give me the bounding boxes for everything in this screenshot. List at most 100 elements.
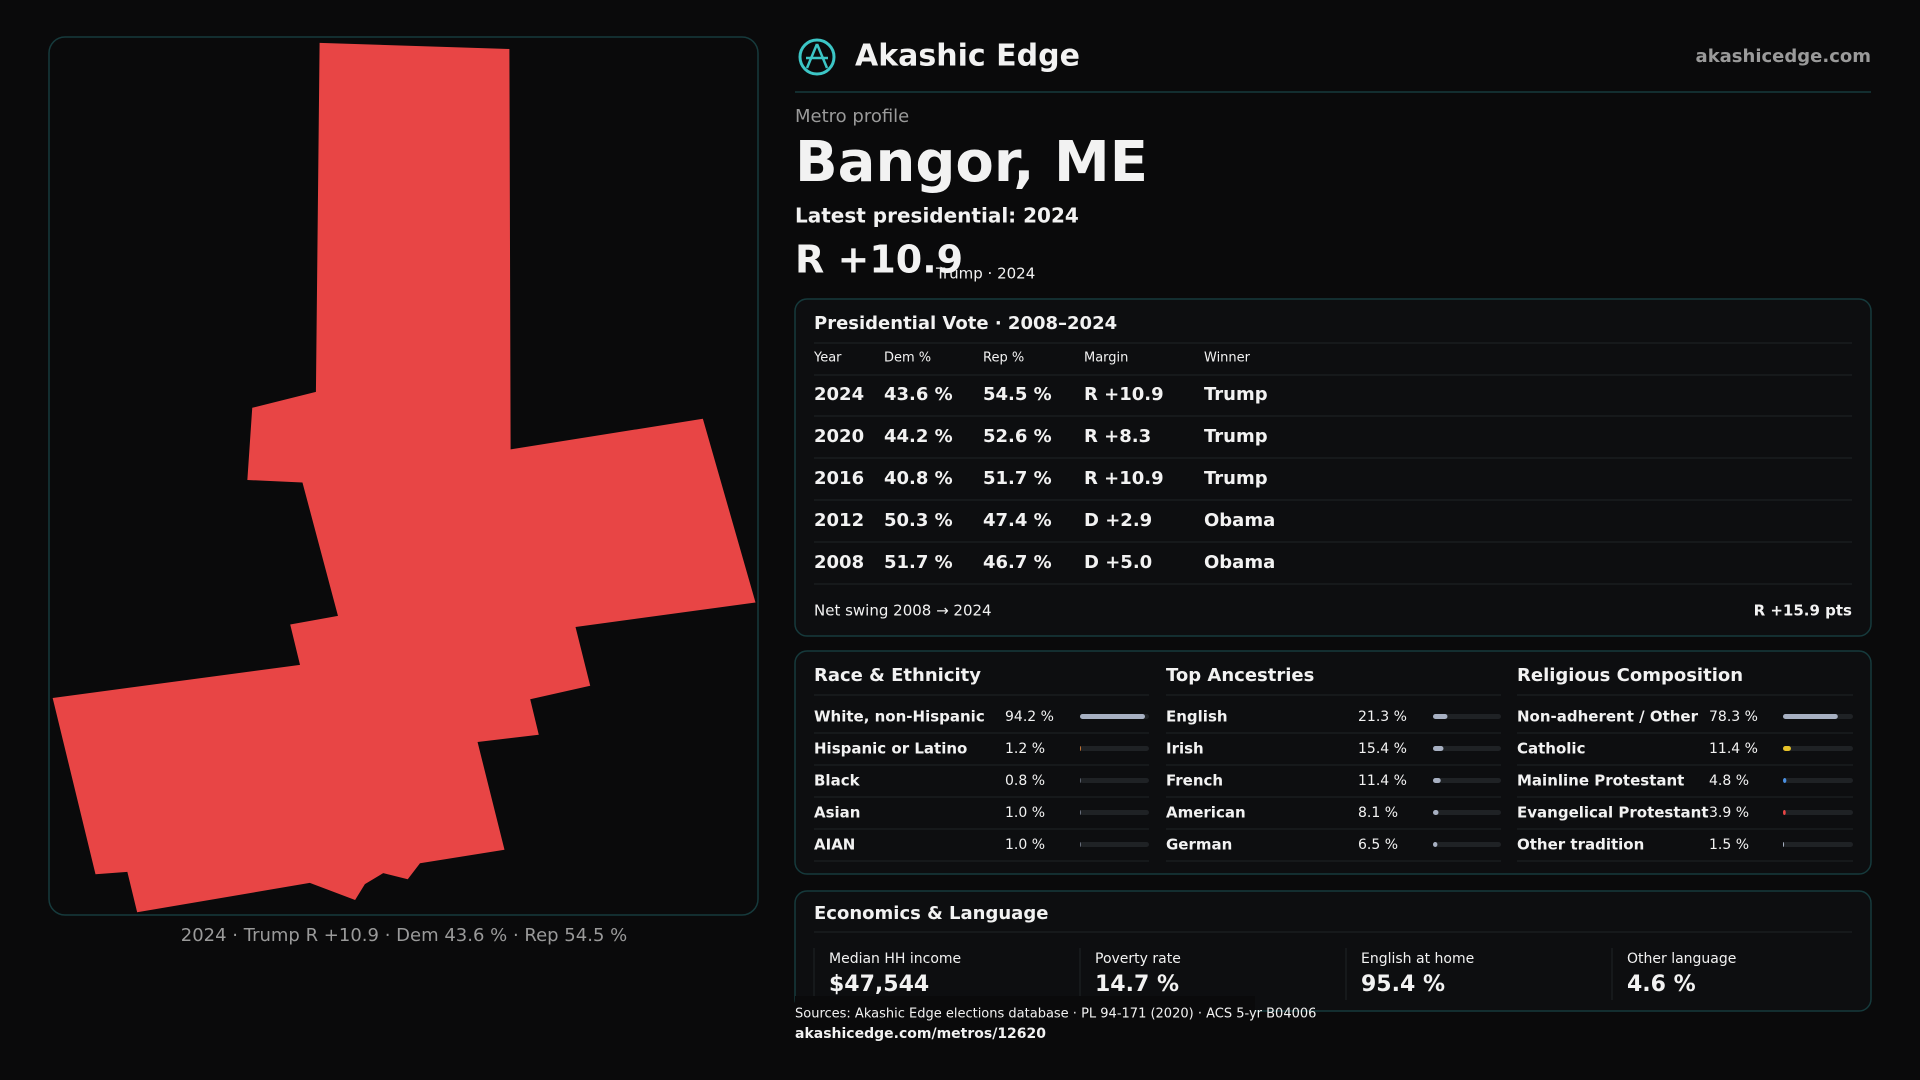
column-header: Margin — [1084, 351, 1128, 366]
stat-label: Poverty rate — [1095, 951, 1181, 967]
margin: D +5.0 — [1084, 552, 1152, 573]
economics-title: Economics & Language — [814, 903, 1048, 924]
bar — [1080, 842, 1081, 847]
metro-link[interactable]: akashicedge.com/metros/12620 — [795, 1026, 1046, 1042]
bar-track — [1433, 778, 1501, 783]
row-label: German — [1166, 836, 1232, 854]
dem-share: 43.6 % — [884, 384, 953, 405]
winner: Obama — [1204, 510, 1275, 531]
winner: Trump — [1204, 384, 1268, 405]
stat-value: 95.4 % — [1361, 972, 1445, 997]
bar — [1783, 842, 1785, 847]
footer-backdrop — [795, 996, 1255, 1046]
brand: Akashic Edge — [855, 39, 1080, 74]
sources: Sources: Akashic Edge elections database… — [795, 1007, 1316, 1022]
column-header: Rep % — [983, 351, 1024, 366]
rep-share: 47.4 % — [983, 510, 1052, 531]
subtitle: Latest presidential: 2024 — [795, 204, 1079, 228]
row-value: 11.4 % — [1358, 773, 1407, 789]
swing-value: R +15.9 pts — [1754, 602, 1852, 620]
row-label: French — [1166, 772, 1223, 790]
vote-title: Presidential Vote · 2008–2024 — [814, 313, 1117, 334]
bar — [1080, 778, 1081, 783]
row-label: English — [1166, 708, 1228, 726]
bar — [1433, 810, 1439, 815]
row-value: 1.0 % — [1005, 837, 1045, 853]
bar — [1433, 778, 1441, 783]
rep-share: 54.5 % — [983, 384, 1052, 405]
row-label: AIAN — [814, 836, 855, 854]
stat-value: $47,544 — [829, 972, 929, 997]
site-url: akashicedge.com — [1696, 46, 1871, 67]
row-value: 3.9 % — [1709, 805, 1749, 821]
swing-label: Net swing 2008 → 2024 — [814, 602, 992, 620]
margin: R +10.9 — [1084, 468, 1164, 489]
bar-track — [1080, 746, 1149, 751]
column-header: Dem % — [884, 351, 931, 366]
row-value: 78.3 % — [1709, 709, 1758, 725]
row-value: 1.0 % — [1005, 805, 1045, 821]
row-value: 0.8 % — [1005, 773, 1045, 789]
row-label: Other tradition — [1517, 836, 1644, 854]
panel-title: Top Ancestries — [1166, 665, 1314, 686]
county-shape — [52, 42, 756, 913]
map-caption: 2024 · Trump R +10.9 · Dem 43.6 % · Rep … — [181, 925, 627, 946]
dem-share: 40.8 % — [884, 468, 953, 489]
economics: Median HH income $47,544 Poverty rate 14.7 … — [813, 948, 1736, 1000]
vote-table: Year Dem % Rep % Margin Winner 2024 43.6 % 54.5… — [813, 351, 1852, 585]
bar-track — [1783, 810, 1853, 815]
winner: Trump — [1204, 468, 1268, 489]
row-value: 1.2 % — [1005, 741, 1045, 757]
year: 2016 — [814, 468, 864, 489]
dem-share: 50.3 % — [884, 510, 953, 531]
bar-track — [1783, 746, 1853, 751]
bar-track — [1080, 842, 1149, 847]
row-value: 8.1 % — [1358, 805, 1398, 821]
row-label: White, non-Hispanic — [814, 708, 985, 726]
row-label: Non-adherent / Other — [1517, 708, 1699, 726]
row-label: American — [1166, 804, 1246, 822]
bar — [1783, 714, 1838, 719]
margin: D +2.9 — [1084, 510, 1152, 531]
map — [52, 42, 756, 913]
stat-value: 4.6 % — [1627, 972, 1696, 997]
panel-title: Religious Composition — [1517, 665, 1743, 686]
demographics-card — [794, 650, 1872, 875]
dem-share: 44.2 % — [884, 426, 953, 447]
vote-card — [794, 298, 1872, 637]
row-value: 1.5 % — [1709, 837, 1749, 853]
winner: Trump — [1204, 426, 1268, 447]
year: 2012 — [814, 510, 864, 531]
margin: R +8.3 — [1084, 426, 1151, 447]
year: 2024 — [814, 384, 864, 405]
row-label: Evangelical Protestant — [1517, 804, 1709, 822]
bar — [1433, 714, 1448, 719]
economics-card — [794, 890, 1872, 1012]
bar — [1783, 746, 1791, 751]
row-label: Asian — [814, 804, 860, 822]
stat-label: Median HH income — [829, 951, 961, 967]
margin-note: Trump · 2024 — [935, 265, 1035, 283]
stat-label: Other language — [1627, 951, 1736, 967]
row-value: 4.8 % — [1709, 773, 1749, 789]
row-label: Irish — [1166, 740, 1204, 758]
bar — [1433, 842, 1438, 847]
column-header: Year — [813, 351, 842, 366]
bar-track — [1783, 778, 1853, 783]
winner: Obama — [1204, 552, 1275, 573]
stat-value: 14.7 % — [1095, 972, 1179, 997]
year: 2008 — [814, 552, 864, 573]
eyebrow: Metro profile — [795, 106, 909, 127]
margin: R +10.9 — [795, 238, 963, 282]
row-value: 6.5 % — [1358, 837, 1398, 853]
row-label: Mainline Protestant — [1517, 772, 1684, 790]
bar — [1433, 746, 1444, 751]
row-label: Hispanic or Latino — [814, 740, 967, 758]
year: 2020 — [814, 426, 864, 447]
margin: R +10.9 — [1084, 384, 1164, 405]
stat-label: English at home — [1361, 951, 1474, 967]
bar-track — [1080, 810, 1149, 815]
row-label: Catholic — [1517, 740, 1585, 758]
bar-track — [1433, 714, 1501, 719]
